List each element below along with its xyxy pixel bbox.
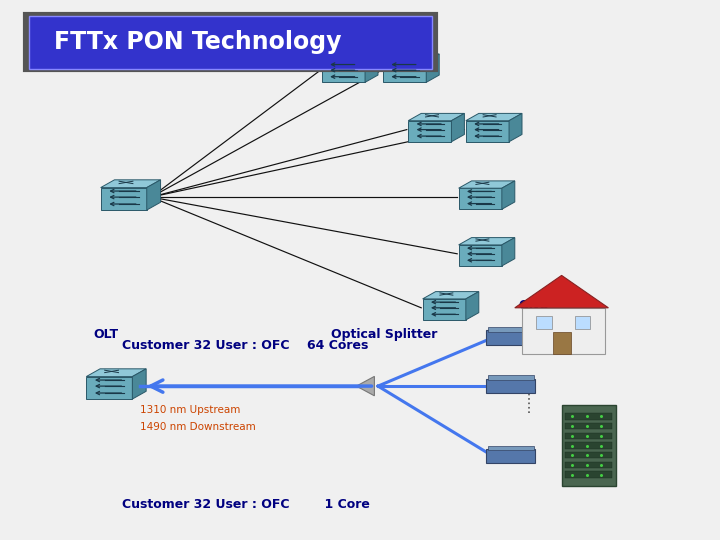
Text: ONU: ONU xyxy=(518,299,549,312)
FancyBboxPatch shape xyxy=(565,423,612,429)
Polygon shape xyxy=(86,376,132,399)
FancyBboxPatch shape xyxy=(565,452,612,458)
Text: 1310 nm Upstream: 1310 nm Upstream xyxy=(140,406,240,415)
FancyBboxPatch shape xyxy=(25,14,436,70)
FancyBboxPatch shape xyxy=(488,375,534,380)
Polygon shape xyxy=(322,54,378,62)
Polygon shape xyxy=(132,369,146,399)
Polygon shape xyxy=(466,113,522,120)
Polygon shape xyxy=(408,120,451,141)
Text: OLT: OLT xyxy=(94,328,119,341)
Polygon shape xyxy=(101,180,161,187)
Polygon shape xyxy=(426,54,439,82)
Polygon shape xyxy=(86,369,146,376)
Polygon shape xyxy=(515,275,608,308)
Polygon shape xyxy=(451,113,464,141)
Text: Customer 32 User : OFC        1 Core: Customer 32 User : OFC 1 Core xyxy=(122,498,370,511)
Polygon shape xyxy=(383,62,426,82)
Polygon shape xyxy=(423,292,479,299)
Polygon shape xyxy=(383,54,439,62)
Polygon shape xyxy=(502,238,515,266)
FancyBboxPatch shape xyxy=(565,413,612,420)
FancyBboxPatch shape xyxy=(536,316,552,329)
FancyBboxPatch shape xyxy=(487,379,535,393)
FancyBboxPatch shape xyxy=(522,308,605,354)
FancyBboxPatch shape xyxy=(29,16,432,69)
Polygon shape xyxy=(509,113,522,141)
FancyBboxPatch shape xyxy=(487,330,535,345)
FancyBboxPatch shape xyxy=(487,449,535,463)
Polygon shape xyxy=(459,181,515,188)
Polygon shape xyxy=(459,238,515,245)
FancyBboxPatch shape xyxy=(553,332,571,354)
FancyBboxPatch shape xyxy=(562,405,616,486)
Polygon shape xyxy=(459,245,502,266)
Polygon shape xyxy=(466,292,479,320)
Polygon shape xyxy=(423,299,466,320)
FancyBboxPatch shape xyxy=(565,471,612,478)
Text: FTTx PON Technology: FTTx PON Technology xyxy=(54,30,341,53)
FancyBboxPatch shape xyxy=(565,433,612,439)
Polygon shape xyxy=(466,120,509,141)
Polygon shape xyxy=(356,376,374,396)
Polygon shape xyxy=(365,54,378,82)
Text: Customer 32 User : OFC    64 Cores: Customer 32 User : OFC 64 Cores xyxy=(122,339,369,352)
Polygon shape xyxy=(459,188,502,209)
Polygon shape xyxy=(101,187,147,210)
FancyBboxPatch shape xyxy=(488,327,534,332)
Polygon shape xyxy=(147,180,161,210)
FancyBboxPatch shape xyxy=(565,442,612,449)
Polygon shape xyxy=(408,113,464,120)
FancyBboxPatch shape xyxy=(565,462,612,468)
FancyBboxPatch shape xyxy=(488,446,534,450)
Text: 1490 nm Downstream: 1490 nm Downstream xyxy=(140,422,256,431)
Polygon shape xyxy=(502,181,515,209)
Polygon shape xyxy=(322,62,365,82)
FancyBboxPatch shape xyxy=(575,316,590,329)
Text: Optical Splitter: Optical Splitter xyxy=(331,328,438,341)
